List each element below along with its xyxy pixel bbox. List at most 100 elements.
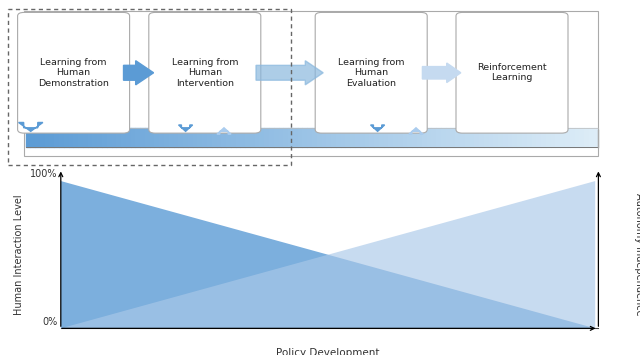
Bar — [479, 128, 484, 147]
Bar — [136, 128, 140, 147]
Bar — [307, 128, 312, 147]
Bar — [298, 128, 303, 147]
Bar — [474, 128, 479, 147]
Bar — [173, 128, 179, 147]
Bar — [221, 128, 226, 147]
FancyBboxPatch shape — [315, 12, 428, 133]
Text: 100%: 100% — [30, 169, 58, 179]
FancyArrow shape — [124, 61, 154, 85]
Bar — [388, 128, 393, 147]
Bar — [255, 128, 259, 147]
Bar — [40, 128, 45, 147]
Bar — [8, 9, 291, 165]
Bar — [408, 128, 412, 147]
Bar — [484, 128, 488, 147]
Bar — [24, 11, 598, 156]
Bar — [183, 128, 188, 147]
Bar — [417, 128, 422, 147]
Bar — [45, 128, 49, 147]
Bar — [427, 128, 431, 147]
FancyArrow shape — [422, 63, 461, 82]
Bar — [393, 128, 398, 147]
Bar — [560, 128, 565, 147]
FancyArrow shape — [409, 128, 423, 134]
Bar — [259, 128, 264, 147]
Bar — [54, 128, 59, 147]
Polygon shape — [61, 181, 595, 328]
Bar — [150, 128, 154, 147]
Bar — [398, 128, 403, 147]
FancyArrow shape — [217, 128, 231, 134]
Bar — [498, 128, 503, 147]
Bar — [111, 128, 116, 147]
Bar — [102, 128, 107, 147]
Bar — [412, 128, 417, 147]
Bar — [451, 128, 455, 147]
Text: Learning from
Human
Intervention: Learning from Human Intervention — [172, 58, 238, 88]
FancyArrow shape — [371, 125, 385, 131]
Bar — [74, 128, 78, 147]
Bar — [269, 128, 274, 147]
Bar — [293, 128, 298, 147]
Bar — [584, 128, 589, 147]
Bar — [303, 128, 307, 147]
Bar — [455, 128, 460, 147]
Bar — [216, 128, 221, 147]
Bar — [121, 128, 126, 147]
Bar — [589, 128, 594, 147]
Bar — [83, 128, 88, 147]
Bar — [508, 128, 513, 147]
Bar — [422, 128, 427, 147]
Bar — [488, 128, 493, 147]
Bar — [532, 128, 536, 147]
Bar — [245, 128, 250, 147]
Text: Human Interaction Level: Human Interaction Level — [14, 195, 24, 315]
Bar — [431, 128, 436, 147]
Text: 0%: 0% — [42, 317, 58, 327]
FancyArrow shape — [256, 61, 323, 85]
Bar — [154, 128, 159, 147]
Bar — [278, 128, 284, 147]
Text: Reinforcement
Learning: Reinforcement Learning — [477, 63, 547, 82]
FancyBboxPatch shape — [456, 12, 568, 133]
Bar — [522, 128, 527, 147]
Bar — [579, 128, 584, 147]
Bar — [536, 128, 541, 147]
Text: Learning from
Human
Demonstration: Learning from Human Demonstration — [38, 58, 109, 88]
Bar — [346, 128, 350, 147]
Bar — [202, 128, 207, 147]
Bar — [49, 128, 54, 147]
Bar — [350, 128, 355, 147]
Bar — [445, 128, 451, 147]
Bar — [231, 128, 236, 147]
Bar — [493, 128, 498, 147]
Text: Policy Development: Policy Development — [276, 348, 380, 355]
Bar — [331, 128, 336, 147]
Bar — [179, 128, 183, 147]
Bar — [312, 128, 317, 147]
Bar — [78, 128, 83, 147]
Bar — [460, 128, 465, 147]
Bar — [383, 128, 388, 147]
Bar — [575, 128, 579, 147]
Bar — [541, 128, 546, 147]
Bar — [365, 128, 369, 147]
Text: Autonomy Independence: Autonomy Independence — [634, 193, 640, 316]
Bar — [92, 128, 97, 147]
Bar — [550, 128, 556, 147]
Bar — [59, 128, 64, 147]
Bar — [503, 128, 508, 147]
Bar — [35, 128, 40, 147]
Bar — [226, 128, 231, 147]
Text: Learning from
Human
Evaluation: Learning from Human Evaluation — [338, 58, 404, 88]
Bar — [126, 128, 131, 147]
Bar — [379, 128, 383, 147]
Bar — [317, 128, 321, 147]
Bar — [369, 128, 374, 147]
FancyBboxPatch shape — [18, 12, 129, 133]
Polygon shape — [61, 181, 595, 328]
Bar — [336, 128, 340, 147]
Bar — [116, 128, 121, 147]
Bar — [284, 128, 288, 147]
Bar — [193, 128, 197, 147]
